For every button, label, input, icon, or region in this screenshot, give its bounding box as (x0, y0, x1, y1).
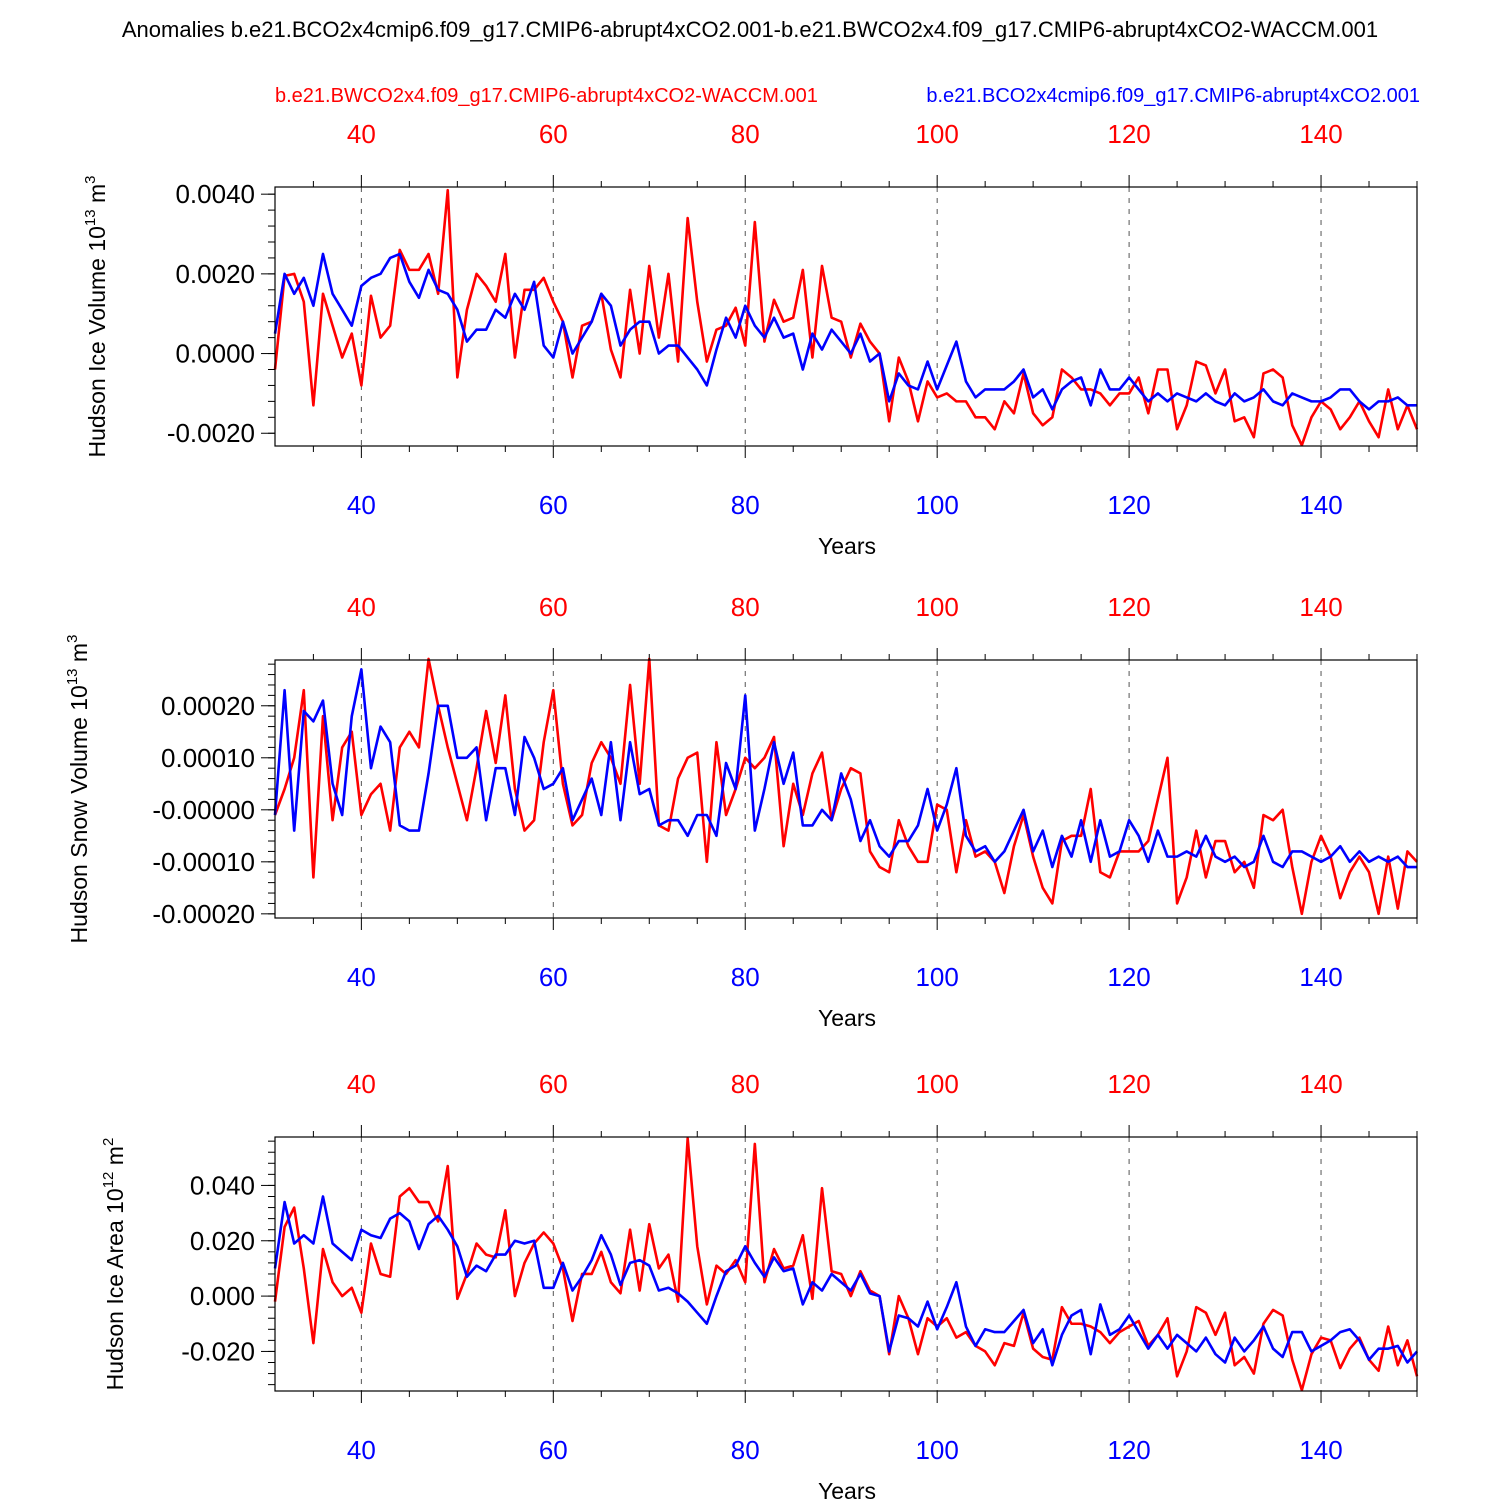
x-tick-label-bottom: 140 (1299, 962, 1342, 992)
x-tick-label-top: 80 (731, 1069, 760, 1099)
series-line-red (273, 1137, 1419, 1392)
x-tick-label-top: 40 (347, 119, 376, 149)
x-tick-label-bottom: 80 (731, 962, 760, 992)
y-tick-label: -0.00000 (152, 795, 255, 825)
x-tick-label-top: 120 (1107, 1069, 1150, 1099)
x-tick-label-top: 100 (915, 592, 958, 622)
x-tick-label-top: 40 (347, 1069, 376, 1099)
y-tick-label: -0.0020 (167, 418, 255, 448)
figure-title: Anomalies b.e21.BCO2x4cmip6.f09_g17.CMIP… (122, 17, 1378, 42)
x-tick-label-bottom: 40 (347, 962, 376, 992)
panel-3: 40 40 60 60 80 80 100 100 120 120 140 140 0.040 0.020… (100, 1069, 1419, 1500)
x-tick-label-bottom: 60 (539, 1435, 568, 1465)
x-tick-label-bottom: 140 (1299, 490, 1342, 520)
x-tick-label-bottom: 40 (347, 1435, 376, 1465)
x-tick-label-top: 60 (539, 1069, 568, 1099)
y-tick-label: 0.0020 (175, 259, 255, 289)
x-tick-label-top: 80 (731, 592, 760, 622)
legend-blue-label: b.e21.BCO2x4cmip6.f09_g17.CMIP6-abrupt4x… (926, 85, 1420, 107)
panel-2: 40 40 60 60 80 80 100 100 120 120 140 140 0.00020 0.0… (64, 592, 1418, 1031)
x-tick-label-top: 100 (915, 119, 958, 149)
y-axis-title: Hudson Snow Volume 1013 m3 (64, 635, 92, 944)
x-tick-label-bottom: 100 (915, 490, 958, 520)
x-tick-label-top: 80 (731, 119, 760, 149)
x-axis-title: Years (818, 1005, 876, 1031)
legend-red-label: b.e21.BWCO2x4.f09_g17.CMIP6-abrupt4xCO2-… (275, 85, 818, 107)
x-tick-label-bottom: 60 (539, 490, 568, 520)
x-tick-label-top: 140 (1299, 119, 1342, 149)
x-tick-label-bottom: 80 (731, 1435, 760, 1465)
y-tick-label: 0.020 (190, 1226, 255, 1256)
plot-frame (274, 186, 1418, 447)
x-tick-label-top: 60 (539, 119, 568, 149)
y-tick-label: 0.000 (190, 1281, 255, 1311)
y-tick-label: 0.00010 (161, 743, 255, 773)
x-tick-label-top: 60 (539, 592, 568, 622)
x-tick-label-top: 100 (915, 1069, 958, 1099)
x-tick-label-bottom: 140 (1299, 1435, 1342, 1465)
series-line-blue (273, 252, 1417, 411)
x-tick-label-top: 120 (1107, 592, 1150, 622)
y-axis-title: Hudson Ice Area 1012 m2 (100, 1138, 128, 1391)
y-tick-label: -0.00020 (152, 899, 255, 929)
x-tick-label-top: 120 (1107, 119, 1150, 149)
series-line-red (273, 657, 1418, 916)
y-tick-label: 0.00020 (161, 691, 255, 721)
x-tick-label-bottom: 100 (915, 1435, 958, 1465)
x-tick-label-bottom: 120 (1107, 490, 1150, 520)
plot-frame (274, 1136, 1418, 1392)
series-line-blue (273, 1195, 1418, 1367)
x-tick-label-bottom: 40 (347, 490, 376, 520)
y-tick-label: -0.020 (181, 1336, 255, 1366)
x-tick-label-bottom: 100 (915, 962, 958, 992)
x-tick-label-top: 140 (1299, 1069, 1342, 1099)
panel-1: 40 40 60 60 80 80 100 100 120 120 140 140 0.0040 0.00… (82, 119, 1419, 559)
x-tick-label-bottom: 120 (1107, 962, 1150, 992)
x-tick-label-bottom: 120 (1107, 1435, 1150, 1465)
x-axis-title: Years (818, 533, 876, 559)
x-tick-label-top: 40 (347, 592, 376, 622)
y-tick-label: 0.0000 (175, 339, 255, 369)
x-tick-label-bottom: 80 (731, 490, 760, 520)
y-axis-title: Hudson Ice Volume 1013 m3 (82, 175, 110, 457)
y-tick-label: 0.040 (190, 1170, 255, 1200)
legend: b.e21.BWCO2x4.f09_g17.CMIP6-abrupt4xCO2-… (275, 85, 1420, 107)
y-tick-label: 0.0040 (175, 179, 255, 209)
x-tick-label-bottom: 60 (539, 962, 568, 992)
x-tick-label-top: 140 (1299, 592, 1342, 622)
series-line-blue (273, 668, 1417, 869)
x-axis-title: Years (818, 1478, 876, 1500)
series-line-red (273, 188, 1419, 447)
y-tick-label: -0.00010 (152, 847, 255, 877)
